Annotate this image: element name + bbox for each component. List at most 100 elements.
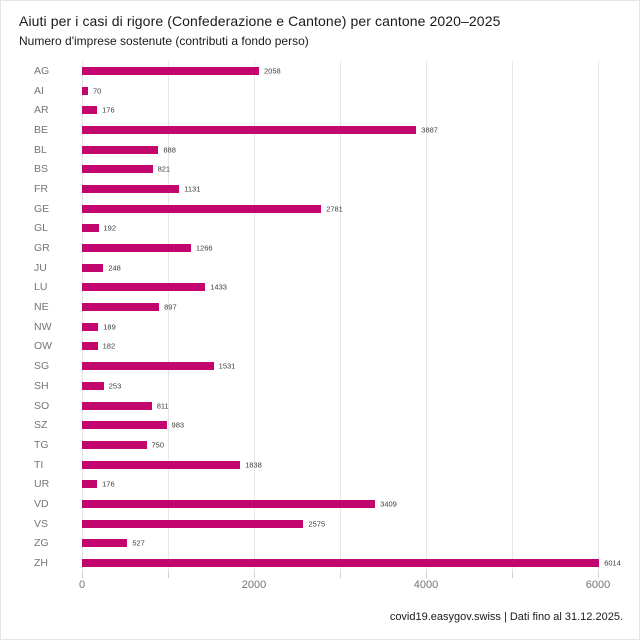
bar[interactable] bbox=[82, 145, 159, 154]
chart-row: SG 1531 bbox=[19, 356, 623, 376]
value-label: 2575 bbox=[308, 519, 326, 529]
chart-row: NW 189 bbox=[19, 317, 623, 337]
value-label: 750 bbox=[151, 440, 165, 450]
bar-cell: 3409 bbox=[82, 494, 623, 514]
chart-row: ZG 527 bbox=[19, 534, 623, 554]
bar-cell: 897 bbox=[82, 297, 623, 317]
bar-cell: 70 bbox=[82, 81, 623, 101]
chart-row: SO 811 bbox=[19, 396, 623, 416]
value-label: 6014 bbox=[604, 558, 621, 568]
bar-cell: 2575 bbox=[82, 514, 623, 534]
bar-cell: 1838 bbox=[82, 455, 623, 475]
tick-mark bbox=[82, 573, 83, 578]
value-label: 2781 bbox=[326, 204, 343, 214]
value-label: 983 bbox=[171, 420, 185, 430]
bar[interactable] bbox=[82, 165, 153, 174]
value-label: 1838 bbox=[245, 460, 262, 470]
category-label: GR bbox=[34, 242, 50, 255]
bar[interactable] bbox=[82, 421, 167, 430]
bar[interactable] bbox=[82, 204, 322, 213]
category-label: UR bbox=[34, 478, 50, 491]
bar[interactable] bbox=[82, 66, 259, 75]
bar[interactable] bbox=[82, 519, 304, 528]
chart-row: OW 182 bbox=[19, 337, 623, 357]
chart-row: TG 750 bbox=[19, 435, 623, 455]
tick-label: 2000 bbox=[241, 579, 267, 591]
chart-title: Aiuti per i casi di rigore (Confederazio… bbox=[19, 13, 501, 29]
chart-subtitle: Numero d'imprese sostenute (contributi a… bbox=[19, 34, 309, 48]
value-label: 527 bbox=[132, 538, 145, 548]
source-caption: covid19.easygov.swiss | Dati fino al 31.… bbox=[389, 611, 623, 623]
tick-mark bbox=[512, 573, 513, 578]
tick-label: 0 bbox=[78, 579, 86, 591]
value-label: 70 bbox=[93, 86, 102, 96]
bar[interactable] bbox=[82, 224, 99, 233]
value-label: 811 bbox=[156, 401, 169, 411]
category-label: AI bbox=[34, 84, 44, 97]
category-label: BS bbox=[34, 163, 49, 176]
value-label: 176 bbox=[102, 105, 115, 115]
value-label: 3887 bbox=[421, 125, 438, 135]
bar[interactable] bbox=[82, 401, 152, 410]
bar[interactable] bbox=[82, 283, 206, 292]
category-label: AG bbox=[34, 64, 50, 77]
tick-mark bbox=[254, 573, 255, 578]
category-label: SZ bbox=[34, 419, 48, 432]
bar-cell: 1131 bbox=[82, 179, 623, 199]
rows: AG 2058 AI 70 AR 176 BE 3887 BL 888 BS 821 FR 1131 GE 2… bbox=[19, 61, 623, 573]
bar[interactable] bbox=[82, 86, 89, 95]
category-label: OW bbox=[34, 340, 53, 353]
bar[interactable] bbox=[82, 362, 214, 371]
bar[interactable] bbox=[82, 303, 160, 312]
chart-row: VD 3409 bbox=[19, 494, 623, 514]
gridline bbox=[426, 61, 427, 573]
bar-cell: 750 bbox=[82, 435, 623, 455]
chart-row: VS 2575 bbox=[19, 514, 623, 534]
value-label: 182 bbox=[102, 341, 116, 351]
gridline bbox=[340, 61, 341, 573]
value-label: 1433 bbox=[210, 282, 227, 292]
gridline bbox=[254, 61, 255, 573]
tick-label: 6000 bbox=[585, 579, 611, 591]
category-label: SG bbox=[34, 360, 50, 373]
category-label: VD bbox=[34, 497, 49, 510]
category-label: TG bbox=[34, 438, 49, 451]
category-label: NW bbox=[34, 320, 52, 333]
bar[interactable] bbox=[82, 460, 241, 469]
bar[interactable] bbox=[82, 539, 128, 548]
bar[interactable] bbox=[82, 125, 417, 134]
category-label: SH bbox=[34, 379, 49, 392]
bar-cell: 192 bbox=[82, 219, 623, 239]
bar[interactable] bbox=[82, 381, 104, 390]
chart-row: SZ 983 bbox=[19, 415, 623, 435]
bar-cell: 1531 bbox=[82, 356, 623, 376]
bar-cell: 248 bbox=[82, 258, 623, 278]
bar-cell: 253 bbox=[82, 376, 623, 396]
value-label: 821 bbox=[157, 164, 171, 174]
chart-row: AG 2058 bbox=[19, 61, 623, 81]
value-label: 2058 bbox=[263, 66, 281, 76]
bar[interactable] bbox=[82, 184, 180, 193]
category-label: FR bbox=[34, 182, 48, 195]
bar[interactable] bbox=[82, 342, 98, 351]
bar[interactable] bbox=[82, 322, 99, 331]
chart-row: BS 821 bbox=[19, 159, 623, 179]
bar[interactable] bbox=[82, 440, 147, 449]
bar-cell: 1433 bbox=[82, 278, 623, 298]
bar[interactable] bbox=[82, 263, 104, 272]
chart-row: UR 176 bbox=[19, 474, 623, 494]
bar[interactable] bbox=[82, 106, 98, 115]
value-label: 3409 bbox=[380, 499, 397, 509]
category-label: GE bbox=[34, 202, 50, 215]
bar[interactable] bbox=[82, 244, 191, 253]
bar[interactable] bbox=[82, 559, 600, 568]
value-label: 1131 bbox=[184, 184, 201, 194]
value-label: 189 bbox=[103, 322, 116, 332]
bar[interactable] bbox=[82, 499, 376, 508]
category-label: NE bbox=[34, 301, 49, 314]
bar[interactable] bbox=[82, 480, 98, 489]
value-label: 248 bbox=[108, 263, 121, 273]
value-label: 888 bbox=[163, 145, 176, 155]
category-label: LU bbox=[34, 281, 48, 294]
